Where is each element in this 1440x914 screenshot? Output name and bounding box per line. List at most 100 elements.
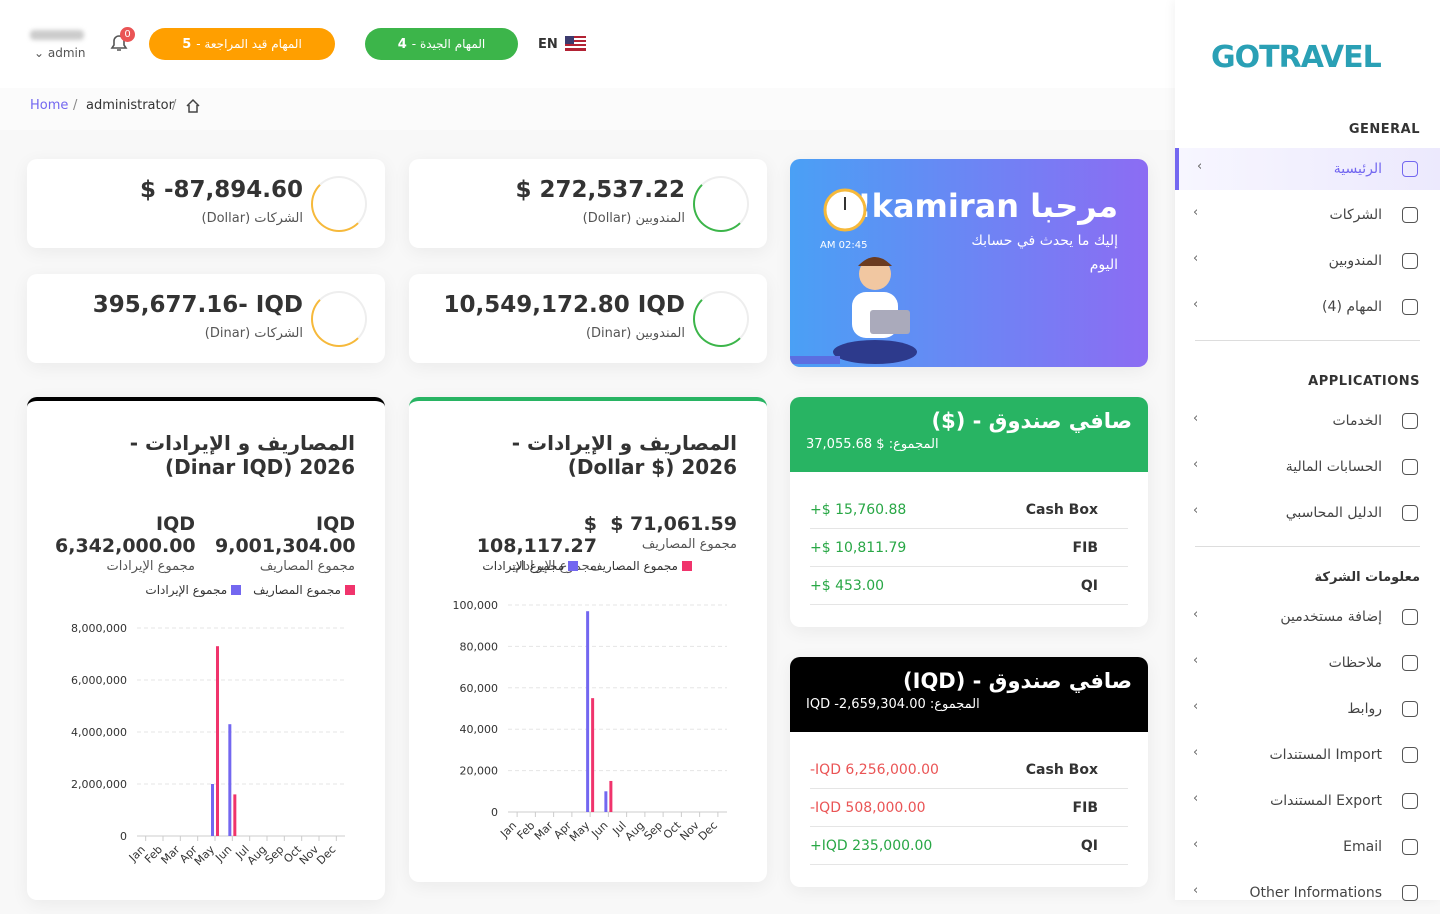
pending-tasks-button[interactable]: المهام قيد المراجعة - 5 — [149, 28, 335, 60]
chevron: ‹ — [1193, 251, 1199, 266]
fund-name: QI — [1080, 577, 1098, 594]
language[interactable]: EN — [538, 37, 558, 52]
user-role[interactable]: ⌄ admin — [34, 46, 85, 60]
menu-label: المندوبين — [1328, 253, 1382, 269]
stat-amount: 395,677.16- IQD — [92, 292, 303, 318]
bar — [609, 780, 613, 812]
fund-amount: +IQD 235,000.00 — [810, 837, 933, 854]
legend-item[interactable]: مجموع المصاريف — [590, 559, 692, 573]
menu-label: الخدمات — [1332, 413, 1383, 429]
total-label: مجموع المصاريف — [259, 559, 355, 574]
y-tick-label: 6,000,000 — [71, 674, 127, 687]
stat-icon — [311, 176, 367, 232]
stat-card: 10,549,172.80 IQD المندوبين (Dinar) — [409, 274, 767, 363]
menu-item[interactable]: الدليل المحاسبي ‹ — [1175, 492, 1440, 534]
menu-label: المهام (4) — [1322, 299, 1382, 315]
bar — [586, 611, 590, 812]
chevron: ⌄ — [34, 46, 48, 60]
chart-card: المصاريف و الإيرادات - 2026 ($ Dollar) $ … — [409, 397, 767, 882]
total-amount: IQD 6,342,000.00 — [55, 513, 196, 557]
fund-row: -IQD 508,000.00 FIB — [810, 789, 1128, 827]
menu-item[interactable]: المستندات Export ‹ — [1175, 780, 1440, 822]
menu-item[interactable]: المستندات Import ‹ — [1175, 734, 1440, 776]
divider — [1195, 340, 1420, 341]
bell-icon[interactable] — [108, 32, 130, 54]
total-label: مجموع الإيرادات — [106, 559, 195, 574]
menu-icon — [1402, 459, 1418, 475]
chevron: ‹ — [1193, 457, 1199, 472]
total-label: مجموع المصاريف — [641, 537, 737, 552]
menu-item[interactable]: Other Informations ‹ — [1175, 872, 1440, 914]
menu-icon — [1402, 609, 1418, 625]
chart-plot: 020,00040,00060,00080,000100,000JanFebMa… — [453, 599, 727, 844]
fund-row: +IQD 235,000.00 QI — [810, 827, 1128, 865]
fund-name: Cash Box — [1025, 761, 1098, 778]
total-amount: IQD 9,001,304.00 — [215, 513, 356, 557]
y-tick-label: 0 — [120, 830, 127, 843]
menu-icon — [1402, 413, 1418, 429]
chart-plot: 02,000,0004,000,0006,000,0008,000,000Jan… — [71, 622, 345, 868]
welcome-title: مرحبا kamiran! — [857, 187, 1118, 225]
crumb-sep: / — [172, 98, 177, 113]
menu-item[interactable]: الرئيسية ‹ — [1175, 148, 1440, 190]
home-icon[interactable] — [185, 98, 201, 114]
legend-item[interactable]: مجموع الإيرادات — [482, 559, 579, 573]
user-role-text: admin — [47, 46, 86, 60]
total-amount: $ 108,117.27 — [476, 513, 597, 557]
menu-item[interactable]: الشركات ‹ — [1175, 194, 1440, 236]
logo[interactable]: GOTRAVEL — [1211, 40, 1382, 75]
menu-label: الدليل المحاسبي — [1285, 505, 1382, 521]
fund-amount: -IQD 508,000.00 — [810, 799, 926, 816]
menu-item[interactable]: الحسابات المالية ‹ — [1175, 446, 1440, 488]
menu-icon — [1402, 253, 1418, 269]
legend-swatch — [345, 585, 355, 595]
fund-name: FIB — [1072, 539, 1098, 556]
x-tick-label: Dec — [314, 843, 338, 867]
menu-item[interactable]: الخدمات ‹ — [1175, 400, 1440, 442]
menu-label: المستندات Import — [1269, 747, 1382, 763]
crumb-home[interactable]: Home — [30, 98, 69, 113]
stat-label: المندوبين (Dinar) — [585, 326, 685, 341]
illustration — [790, 257, 917, 364]
stat-label: المندوبين (Dollar) — [582, 211, 685, 226]
stat-label: الشركات (Dollar) — [201, 211, 303, 226]
bar — [216, 646, 219, 836]
fund-title: صافي صندوق - ($) — [931, 409, 1132, 433]
good-count: 4 — [397, 36, 407, 52]
user-name-blurred — [30, 30, 84, 40]
chart-total: IQD 6,342,000.00 مجموع الإيرادات — [55, 513, 196, 574]
fund-row: -IQD 6,256,000.00 Cash Box — [810, 751, 1128, 789]
good-tasks-button[interactable]: المهام الجيدة - 4 — [365, 28, 518, 60]
sidebar: GOTRAVEL GENERAL الرئيسية ‹ الشركات ‹ المندوب… — [1175, 0, 1440, 901]
fund-amount: +$ 15,760.88 — [810, 501, 907, 518]
header: ⌄ admin 0 المهام قيد المراجعة - 5 المهام … — [0, 0, 1175, 88]
clock-time: AM 02:45 — [820, 240, 868, 251]
menu-label: Other Informations — [1249, 885, 1382, 901]
stat-amount: 10,549,172.80 IQD — [443, 292, 685, 318]
menu-item[interactable]: إضافة مستخدمين ‹ — [1175, 596, 1440, 638]
chevron: ‹ — [1193, 653, 1199, 668]
clock-icon — [823, 188, 867, 232]
menu-item[interactable]: ملاحظات ‹ — [1175, 642, 1440, 684]
legend-item[interactable]: مجموع المصاريف — [253, 583, 355, 597]
menu-item[interactable]: المندوبين ‹ — [1175, 240, 1440, 282]
stat-card: $ 272,537.22 المندوبين (Dollar) — [409, 159, 767, 248]
chevron: ‹ — [1193, 791, 1199, 806]
chart-title: المصاريف و الإيرادات - 2026 ($ Dollar) — [511, 431, 737, 479]
menu-item[interactable]: روابط ‹ — [1175, 688, 1440, 730]
legend-item[interactable]: مجموع الإيرادات — [145, 583, 242, 597]
pending-label: المهام قيد المراجعة - — [196, 37, 302, 51]
fund-row: +$ 10,811.79 FIB — [810, 529, 1128, 567]
menu-item[interactable]: Email ‹ — [1175, 826, 1440, 868]
fund-card: صافي صندوق - (IQD) المجموع: IQD -2,659,30… — [790, 657, 1148, 887]
bar — [211, 784, 214, 836]
fund-header: صافي صندوق - (IQD) المجموع: IQD -2,659,30… — [790, 657, 1148, 732]
menu-icon — [1402, 747, 1418, 763]
stat-icon — [693, 176, 749, 232]
section-title: GENERAL — [1348, 122, 1420, 137]
menu-item[interactable]: المهام (4) ‹ — [1175, 286, 1440, 328]
legend-label: مجموع الإيرادات — [482, 559, 565, 573]
y-tick-label: 0 — [491, 806, 498, 819]
stat-card: $ -87,894.60 الشركات (Dollar) — [27, 159, 385, 248]
